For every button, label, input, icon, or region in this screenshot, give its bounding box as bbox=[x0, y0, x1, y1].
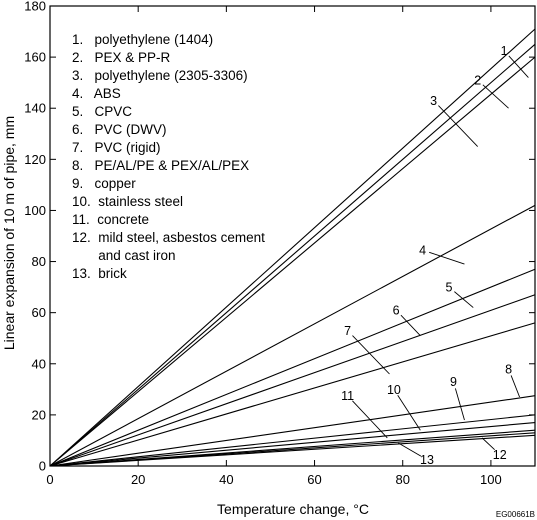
y-tick-label: 80 bbox=[32, 254, 46, 269]
series-line-1 bbox=[49, 28, 536, 467]
y-tick-label: 20 bbox=[32, 407, 46, 422]
leader-line-8 bbox=[510, 375, 520, 398]
legend-entry: 7. PVC (rigid) bbox=[72, 140, 161, 155]
series-line-7 bbox=[49, 322, 536, 467]
series-label-10: 10 bbox=[387, 383, 401, 397]
series-lines bbox=[49, 28, 536, 467]
leader-line-11 bbox=[352, 400, 388, 439]
leader-line-10 bbox=[397, 394, 421, 431]
y-tick-label: 60 bbox=[32, 305, 46, 320]
legend: 1. polyethylene (1404) 2. PEX & PP-R 3. po… bbox=[72, 32, 265, 281]
series-label-6: 6 bbox=[393, 304, 400, 318]
leader-line-7 bbox=[352, 335, 390, 375]
legend-entry: 5. CPVC bbox=[72, 104, 132, 119]
x-tick-label: 60 bbox=[307, 472, 321, 487]
leader-line-12 bbox=[481, 437, 495, 451]
series-label-8: 8 bbox=[505, 362, 512, 376]
plot-area-border bbox=[49, 5, 536, 467]
leader-line-6 bbox=[400, 314, 421, 336]
legend-entry: 1. polyethylene (1404) bbox=[72, 32, 213, 47]
legend-entry: 3. polyethylene (2305-3306) bbox=[72, 68, 248, 83]
leader-line-13 bbox=[398, 442, 422, 457]
series-label-2: 2 bbox=[474, 74, 481, 88]
series-label-1: 1 bbox=[501, 44, 508, 58]
series-line-2 bbox=[49, 43, 536, 467]
series-line-4 bbox=[49, 204, 536, 467]
x-axis-ticks: 0 20 40 60 80 100 bbox=[46, 6, 502, 487]
series-line-10 bbox=[49, 422, 536, 467]
y-tick-label: 140 bbox=[24, 101, 46, 116]
y-axis-ticks: 0 20 40 60 80 100 120 140 160 180 bbox=[24, 0, 535, 474]
series-label-9: 9 bbox=[450, 375, 457, 389]
y-tick-label: 180 bbox=[24, 0, 46, 14]
series-label-13: 13 bbox=[420, 453, 434, 467]
y-tick-label: 120 bbox=[24, 152, 46, 167]
series-label-4: 4 bbox=[419, 244, 426, 258]
y-tick-label: 100 bbox=[24, 203, 46, 218]
y-tick-label: 0 bbox=[39, 459, 46, 474]
x-tick-label: 0 bbox=[46, 472, 53, 487]
series-line-8 bbox=[49, 395, 536, 467]
series-line-6 bbox=[49, 294, 536, 467]
legend-entry: 4. ABS bbox=[72, 86, 121, 101]
legend-entry: 11. concrete bbox=[72, 212, 149, 227]
figure-code: EG00661B bbox=[496, 510, 535, 519]
legend-entry: 13. brick bbox=[72, 266, 127, 281]
y-tick-label: 160 bbox=[24, 50, 46, 65]
leader-line-3 bbox=[438, 105, 479, 147]
legend-entry: 9. copper bbox=[72, 176, 136, 191]
legend-entry: 12. mild steel, asbestos cement bbox=[72, 230, 265, 245]
leader-line-4 bbox=[429, 251, 465, 265]
series-label-7: 7 bbox=[344, 324, 351, 338]
series-label-12: 12 bbox=[493, 448, 507, 462]
y-tick-label: 40 bbox=[32, 356, 46, 371]
legend-entry: 8. PE/AL/PE & PEX/AL/PEX bbox=[72, 158, 249, 173]
series-line-5 bbox=[49, 268, 536, 467]
legend-entry: 10. stainless steel bbox=[72, 194, 183, 209]
series-label-5: 5 bbox=[446, 281, 453, 295]
x-tick-label: 80 bbox=[395, 472, 409, 487]
x-tick-label: 100 bbox=[480, 472, 502, 487]
series-line-9 bbox=[49, 414, 536, 467]
plot-frame bbox=[49, 5, 536, 467]
x-axis-title: Temperature change, °C bbox=[217, 501, 369, 517]
series-label-3: 3 bbox=[430, 94, 437, 108]
x-tick-label: 20 bbox=[131, 472, 145, 487]
y-axis-title: Linear expansion of 10 m of pipe, mm bbox=[1, 116, 17, 350]
x-tick-label: 40 bbox=[219, 472, 233, 487]
series-line-13 bbox=[49, 434, 536, 467]
leader-line-1 bbox=[508, 55, 529, 78]
leader-line-2 bbox=[482, 84, 509, 109]
leader-line-5 bbox=[454, 291, 474, 308]
legend-entry: 6. PVC (DWV) bbox=[72, 122, 167, 137]
series-label-11: 11 bbox=[341, 389, 354, 403]
legend-entry: and cast iron bbox=[72, 248, 176, 263]
series-line-3 bbox=[49, 56, 536, 467]
legend-entry: 2. PEX & PP-R bbox=[72, 50, 171, 65]
leader-line-9 bbox=[454, 388, 465, 421]
